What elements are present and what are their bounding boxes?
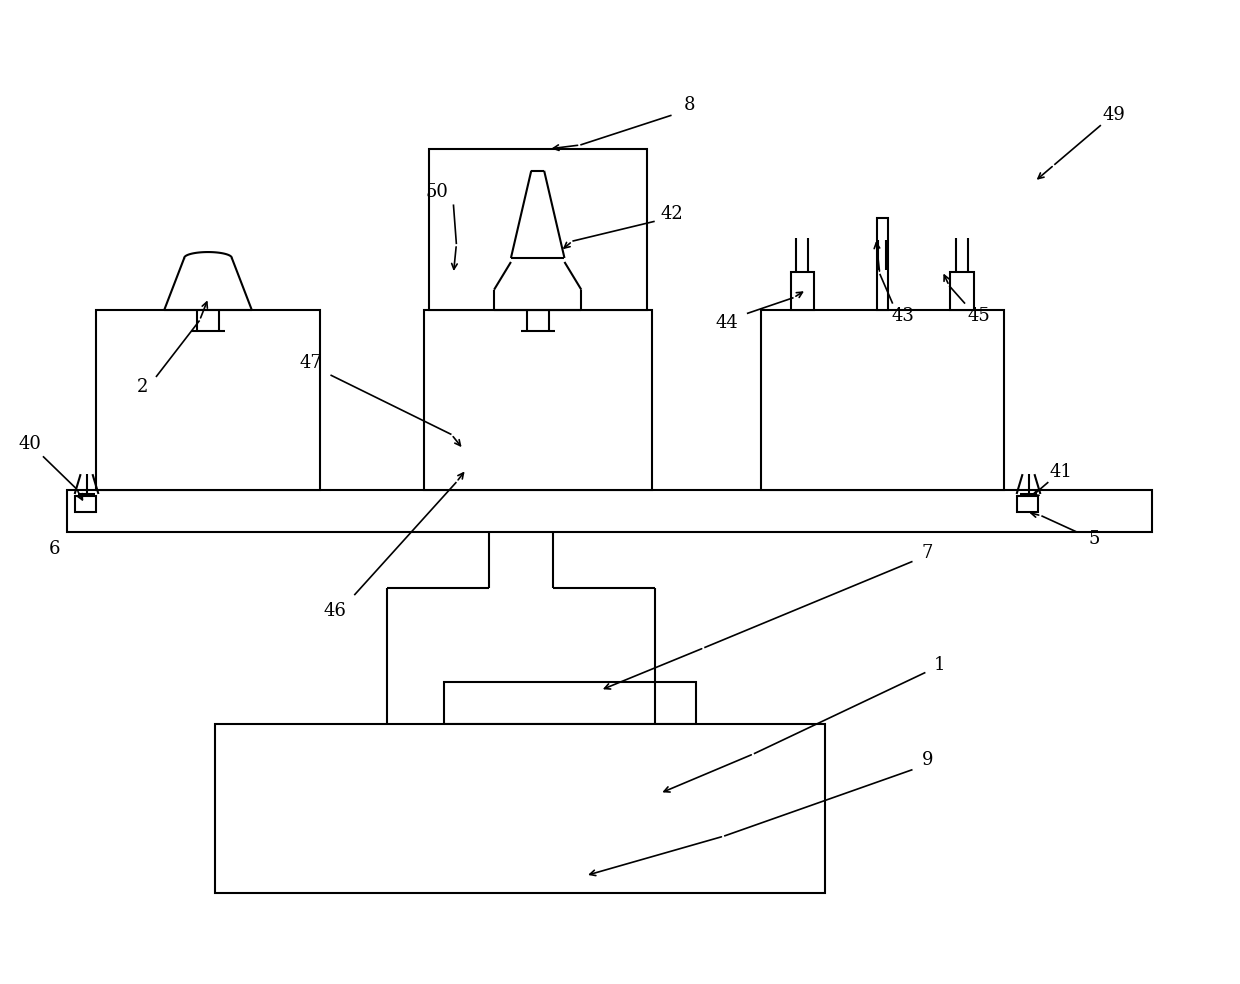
Bar xyxy=(761,310,1003,490)
Text: 45: 45 xyxy=(967,306,991,325)
Bar xyxy=(950,272,973,310)
Text: 47: 47 xyxy=(299,354,322,372)
Bar xyxy=(67,490,1152,531)
Text: 40: 40 xyxy=(19,435,41,454)
Text: 46: 46 xyxy=(322,602,346,620)
Text: 5: 5 xyxy=(1089,529,1100,548)
Bar xyxy=(877,218,888,310)
Bar xyxy=(444,682,697,724)
Text: 43: 43 xyxy=(892,306,914,325)
Bar xyxy=(74,496,97,512)
Bar xyxy=(791,272,815,310)
Bar xyxy=(97,310,320,490)
Text: 2: 2 xyxy=(136,378,148,396)
Text: 42: 42 xyxy=(660,206,683,223)
Text: 1: 1 xyxy=(934,655,945,673)
Bar xyxy=(216,724,826,892)
Text: 41: 41 xyxy=(1050,463,1073,481)
Text: 6: 6 xyxy=(50,539,61,558)
Bar xyxy=(1017,496,1038,512)
Bar xyxy=(429,149,647,310)
Text: 49: 49 xyxy=(1102,106,1125,124)
Text: 8: 8 xyxy=(683,96,696,114)
Bar xyxy=(424,310,652,490)
Text: 50: 50 xyxy=(425,183,448,201)
Text: 9: 9 xyxy=(921,751,934,769)
Text: 44: 44 xyxy=(715,315,739,333)
Text: 7: 7 xyxy=(921,544,932,563)
